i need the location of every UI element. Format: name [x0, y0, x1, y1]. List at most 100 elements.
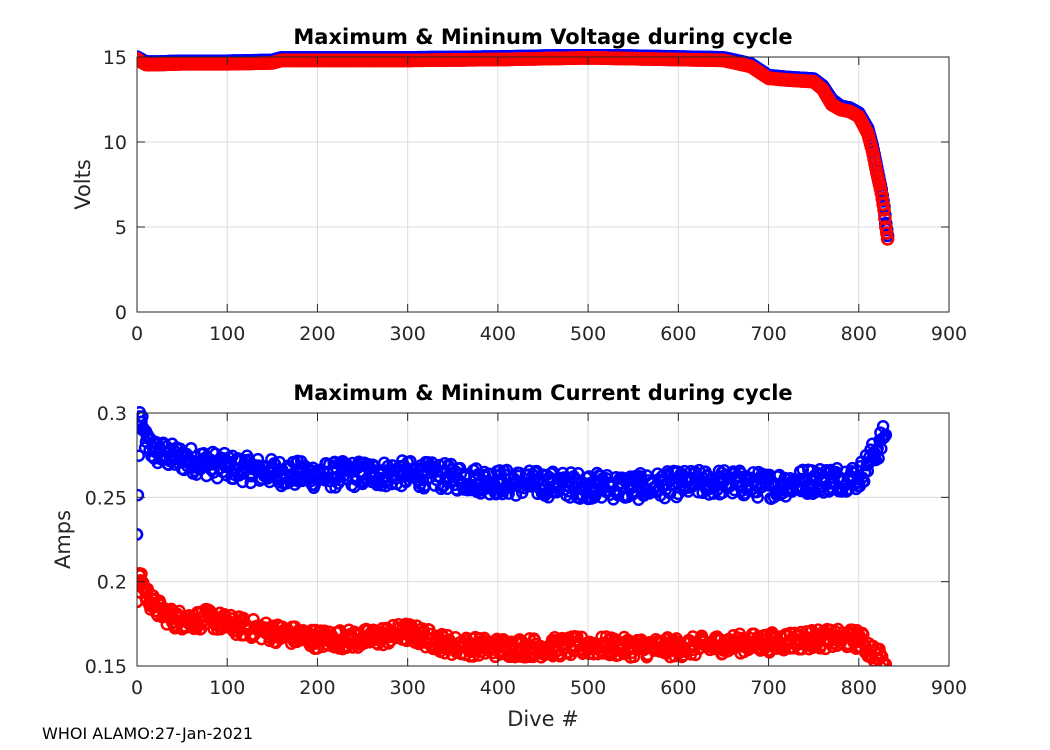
data-point — [879, 428, 893, 442]
data-point — [401, 626, 414, 639]
x-tick-label: 500 — [570, 323, 606, 345]
data-point — [401, 467, 414, 480]
x-tick-label: 0 — [131, 677, 143, 699]
data-point — [446, 470, 460, 484]
data-point — [184, 453, 198, 467]
x-tick-label: 0 — [131, 323, 143, 345]
y-axis-label: Volts — [71, 159, 95, 210]
x-tick-label: 800 — [841, 677, 877, 699]
x-tick-label: 200 — [299, 323, 335, 345]
footer-credit: WHOI ALAMO:27-Jan-2021 — [42, 724, 254, 743]
voltage-panel: 0 100 200 300 400 500 600 700 800 900 0 5 10 15 Maximu… — [71, 25, 967, 345]
data-point — [356, 467, 369, 480]
data-layer — [137, 405, 893, 666]
data-point — [536, 641, 550, 654]
plot-area — [137, 57, 949, 312]
data-point — [137, 488, 145, 502]
y-tick-label: 0.25 — [85, 487, 127, 509]
data-layer — [137, 49, 895, 246]
chart-title: Maximum & Mininum Current during cycle — [293, 381, 792, 405]
x-tick-label: 100 — [209, 323, 245, 345]
data-point — [236, 475, 249, 489]
data-point — [581, 639, 595, 653]
x-tick-label: 600 — [660, 323, 696, 345]
data-point — [266, 465, 279, 479]
data-point — [877, 203, 891, 217]
data-point — [717, 637, 730, 651]
x-tick-label: 200 — [299, 677, 335, 699]
data-point — [807, 474, 820, 487]
data-point — [762, 636, 775, 649]
y-tick-label: 15 — [103, 47, 127, 69]
data-point — [202, 612, 216, 626]
data-point — [137, 528, 144, 541]
x-tick-label: 300 — [390, 323, 426, 345]
data-point — [878, 211, 892, 226]
data-point — [634, 466, 647, 480]
data-point — [148, 600, 162, 614]
current-panel: 0 100 200 300 400 500 600 700 800 900 0.15 0.2 0.25 0… — [51, 381, 967, 731]
x-tick-label: 900 — [931, 677, 967, 699]
data-point — [672, 641, 685, 654]
data-point — [491, 641, 505, 654]
data-point — [157, 438, 171, 451]
data-point — [446, 639, 460, 653]
data-point — [672, 477, 685, 491]
y-tick-label: 10 — [103, 132, 127, 154]
data-point — [852, 632, 866, 646]
x-tick-label: 700 — [750, 677, 786, 699]
data-point — [879, 226, 894, 240]
y-tick-label: 5 — [115, 217, 127, 239]
data-point — [166, 450, 180, 464]
x-tick-label: 100 — [209, 677, 245, 699]
data-point — [626, 480, 640, 494]
y-tick-label: 0.2 — [97, 572, 127, 594]
chart-title: Maximum & Mininum Voltage during cycle — [293, 25, 792, 49]
data-point — [139, 435, 153, 448]
data-point — [137, 449, 146, 462]
data-point — [139, 587, 153, 600]
series-minimum — [137, 51, 895, 246]
x-tick-label: 400 — [480, 323, 516, 345]
data-point — [762, 479, 775, 492]
data-point — [581, 479, 595, 492]
data-point — [166, 612, 180, 626]
data-point — [356, 632, 369, 646]
data-point — [311, 632, 324, 646]
data-point — [482, 467, 496, 480]
x-tick-label: 400 — [480, 677, 516, 699]
data-point — [880, 232, 895, 246]
data-point — [536, 477, 550, 491]
x-axis-label: Dive # — [507, 707, 579, 731]
data-point — [137, 595, 144, 609]
x-tick-label: 600 — [660, 677, 696, 699]
data-point — [717, 475, 730, 489]
data-point — [852, 470, 866, 484]
data-point — [491, 475, 505, 489]
data-point — [148, 445, 162, 459]
x-tick-label: 300 — [390, 677, 426, 699]
data-point — [807, 632, 820, 646]
y-tick-label: 0.3 — [97, 403, 127, 425]
data-point — [184, 614, 198, 627]
y-tick-label: 0.15 — [85, 656, 127, 678]
data-point — [137, 410, 146, 423]
data-point — [434, 482, 448, 496]
data-point — [861, 464, 875, 478]
data-point — [202, 457, 216, 470]
y-tick-label: 0 — [115, 302, 127, 324]
x-tick-label: 700 — [750, 323, 786, 345]
axes-box — [136, 412, 950, 667]
data-point — [809, 485, 822, 499]
data-point — [751, 491, 764, 504]
axes-box — [136, 56, 950, 313]
data-point — [879, 658, 893, 666]
data-point — [626, 641, 640, 654]
series-minimum — [137, 566, 893, 666]
y-axis-label: Amps — [51, 510, 75, 569]
data-point — [311, 469, 324, 482]
data-point — [876, 197, 890, 212]
data-point — [266, 626, 279, 639]
x-tick-label: 500 — [570, 677, 606, 699]
